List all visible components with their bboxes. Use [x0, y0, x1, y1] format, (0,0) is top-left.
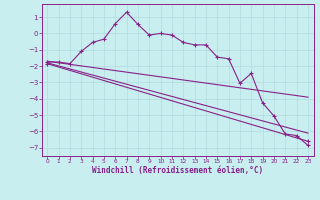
X-axis label: Windchill (Refroidissement éolien,°C): Windchill (Refroidissement éolien,°C)	[92, 166, 263, 175]
